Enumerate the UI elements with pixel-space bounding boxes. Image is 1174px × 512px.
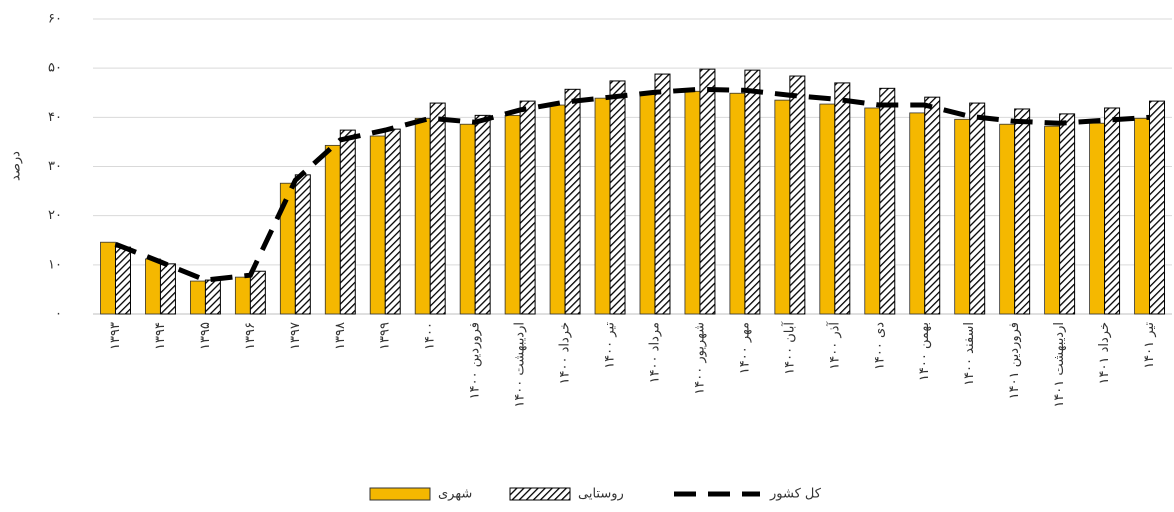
x-tick-label: اسفند ۱۴۰۰	[962, 322, 977, 386]
bar	[924, 96, 941, 315]
y-tick-label: ۳۰	[48, 159, 62, 174]
bar	[549, 104, 566, 315]
bar	[864, 107, 881, 315]
x-tick-label: ۱۳۹۷	[288, 322, 303, 350]
x-tick-label: بهمن ۱۴۰۰	[917, 322, 932, 381]
bar	[879, 87, 896, 315]
bar	[609, 80, 626, 315]
x-tick-label: ۱۳۹۸	[333, 322, 348, 350]
bar	[339, 129, 356, 315]
bar	[100, 241, 116, 315]
bar	[145, 258, 161, 315]
bar	[999, 123, 1016, 315]
bar	[324, 144, 341, 315]
y-axis-label: درصد	[9, 151, 24, 181]
bar	[954, 118, 971, 315]
x-tick-label: مرداد ۱۴۰۰	[647, 322, 662, 383]
bar	[204, 279, 221, 315]
x-tick-label: ۱۳۹۹	[378, 322, 393, 350]
x-tick-label: تیر ۱۴۰۰	[603, 322, 618, 369]
bar	[1134, 117, 1150, 315]
bar	[1104, 107, 1121, 315]
bar	[654, 73, 671, 315]
x-tick-label: خرداد ۱۴۰۰	[558, 322, 573, 384]
bar	[789, 75, 806, 315]
x-tick-label: مهر ۱۴۰۰	[737, 322, 752, 374]
y-tick-label: ۵۰	[48, 61, 62, 76]
x-tick-label: ۱۳۹۵	[198, 322, 213, 350]
bar	[474, 114, 491, 315]
legend-swatch	[369, 487, 431, 501]
bar	[819, 103, 836, 315]
bar	[1014, 108, 1031, 315]
x-tick-label: ۱۴۰۰	[423, 322, 438, 350]
bar	[189, 280, 206, 315]
bar	[504, 114, 521, 315]
bar	[564, 88, 581, 315]
x-tick-label: فروردین ۱۴۰۱	[1007, 322, 1022, 399]
legend-label: شهری	[438, 487, 472, 502]
bar	[459, 123, 476, 315]
x-tick-label: ۱۳۹۴	[153, 322, 168, 350]
bar	[1089, 122, 1105, 315]
bar	[594, 97, 611, 315]
y-tick-label: ۲۰	[48, 208, 62, 223]
bar	[744, 69, 761, 315]
x-tick-label: شهریور ۱۴۰۰	[692, 322, 707, 395]
bar	[969, 102, 986, 315]
bar	[774, 99, 791, 315]
bar	[729, 92, 746, 315]
bar	[414, 117, 431, 315]
bar	[294, 174, 311, 315]
y-tick-label: ۴۰	[48, 110, 62, 125]
x-tick-label: تیر ۱۴۰۱	[1142, 322, 1157, 369]
bar	[159, 263, 176, 315]
bar	[234, 276, 251, 315]
x-tick-label: خرداد ۱۴۰۱	[1097, 322, 1112, 384]
bar	[249, 270, 266, 315]
y-tick-label: ۶۰	[48, 12, 62, 27]
x-tick-label: اردیبهشت ۱۴۰۰	[513, 322, 528, 408]
legend-label: روستایی	[578, 487, 624, 502]
y-tick-label: ۰	[55, 307, 62, 322]
bar	[519, 100, 536, 315]
x-tick-label: آذر ۱۴۰۰	[825, 321, 842, 370]
x-tick-label: اردیبهشت ۱۴۰۱	[1052, 322, 1067, 408]
bar	[1149, 100, 1166, 315]
bar	[639, 93, 656, 315]
legend-label: کل کشور	[769, 487, 822, 502]
y-tick-label: ۱۰	[48, 257, 62, 272]
bar	[429, 102, 446, 315]
bar	[699, 68, 716, 315]
line	[114, 86, 1150, 283]
x-tick-label: دی ۱۴۰۰	[872, 322, 887, 370]
legend-swatch	[509, 487, 571, 501]
bar	[114, 246, 131, 315]
x-tick-label: فروردین ۱۴۰۰	[468, 322, 483, 399]
bar	[384, 128, 401, 315]
x-tick-label: ۱۳۹۶	[243, 322, 258, 350]
bar	[1059, 113, 1076, 315]
bar	[909, 112, 926, 315]
bar	[369, 135, 386, 315]
bar	[1044, 125, 1061, 315]
bar	[684, 90, 701, 315]
bar	[834, 82, 851, 315]
x-tick-label: آبان ۱۴۰۰	[780, 321, 797, 375]
x-tick-label: ۱۳۹۳	[108, 322, 123, 350]
